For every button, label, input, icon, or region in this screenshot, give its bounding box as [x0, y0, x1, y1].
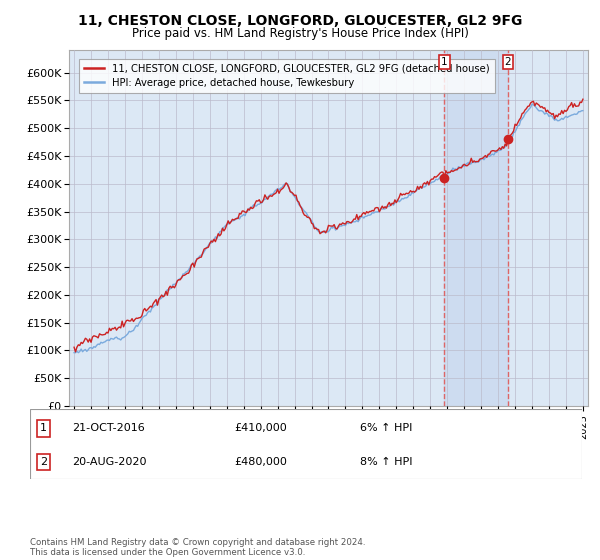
Text: Price paid vs. HM Land Registry's House Price Index (HPI): Price paid vs. HM Land Registry's House … — [131, 27, 469, 40]
Text: 21-OCT-2016: 21-OCT-2016 — [72, 423, 145, 433]
Text: 20-AUG-2020: 20-AUG-2020 — [72, 457, 146, 467]
Text: £480,000: £480,000 — [234, 457, 287, 467]
Text: 1: 1 — [40, 423, 47, 433]
Text: 2: 2 — [40, 457, 47, 467]
Text: 11, CHESTON CLOSE, LONGFORD, GLOUCESTER, GL2 9FG: 11, CHESTON CLOSE, LONGFORD, GLOUCESTER,… — [78, 14, 522, 28]
Legend: 11, CHESTON CLOSE, LONGFORD, GLOUCESTER, GL2 9FG (detached house), HPI: Average : 11, CHESTON CLOSE, LONGFORD, GLOUCESTER,… — [79, 59, 495, 93]
Text: 6% ↑ HPI: 6% ↑ HPI — [360, 423, 412, 433]
Text: 1: 1 — [441, 57, 448, 67]
FancyBboxPatch shape — [30, 409, 582, 479]
Text: 8% ↑ HPI: 8% ↑ HPI — [360, 457, 413, 467]
Bar — [445, 50, 508, 406]
Text: Contains HM Land Registry data © Crown copyright and database right 2024.
This d: Contains HM Land Registry data © Crown c… — [30, 538, 365, 557]
Text: 2: 2 — [505, 57, 511, 67]
Text: £410,000: £410,000 — [234, 423, 287, 433]
